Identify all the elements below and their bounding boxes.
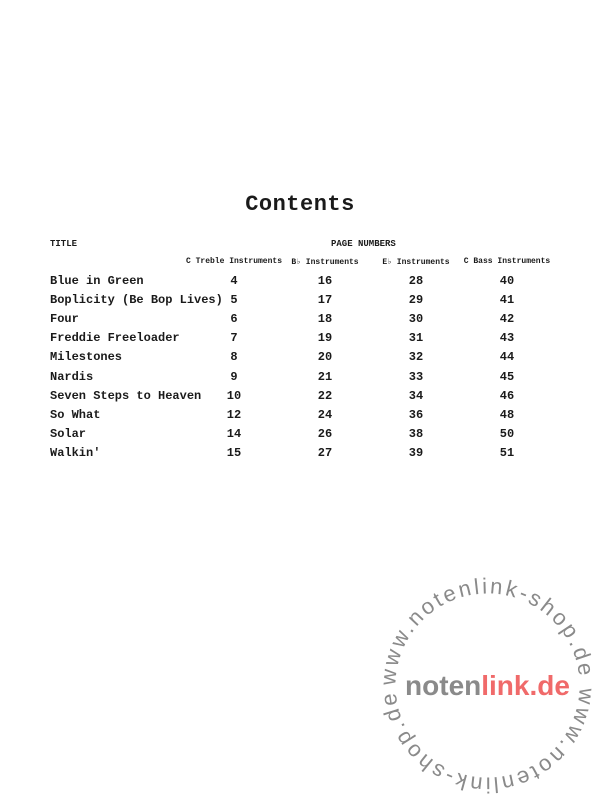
page-number: 40 [499, 274, 515, 288]
table-row: Milestones 8 20 32 44 [0, 350, 600, 369]
page-number: 20 [317, 350, 333, 365]
page-number: 7 [230, 331, 238, 346]
page-number: 33 [408, 369, 424, 384]
table-row: Boplicity (Be Bop Lives) 5 17 29 41 [0, 293, 600, 312]
table-row: Four 6 18 30 42 [0, 312, 600, 331]
song-title: Walkin' [50, 445, 101, 460]
page-number: 50 [499, 426, 515, 441]
page-number: 24 [317, 407, 333, 422]
column-header-c-treble: C Treble Instruments [185, 257, 282, 266]
page-number: 45 [499, 369, 515, 384]
song-title: Solar [50, 426, 87, 441]
page-numbers-header: PAGE NUMBERS [331, 239, 396, 249]
table-row: Freddie Freeloader 7 19 31 43 [0, 331, 600, 350]
song-title: Nardis [50, 369, 94, 384]
page-number: 51 [499, 445, 515, 460]
column-header-bb: B♭ Instruments [291, 258, 359, 267]
table-row: Nardis 9 21 33 45 [0, 370, 600, 389]
page-number: 27 [317, 445, 333, 460]
page-title: Contents [245, 192, 355, 217]
page-number: 9 [230, 369, 238, 384]
page-number: 4 [230, 274, 238, 288]
table-row: Solar 14 26 38 50 [0, 427, 600, 446]
page-number: 5 [230, 293, 238, 308]
page-number: 6 [230, 312, 238, 327]
page-number: 10 [226, 388, 242, 403]
page-number: 26 [317, 426, 333, 441]
page-number: 41 [499, 293, 515, 308]
page-number: 8 [230, 350, 238, 365]
page-number: 18 [317, 312, 333, 327]
table-row: So What 12 24 36 48 [0, 408, 600, 427]
page-number: 36 [408, 407, 424, 422]
column-header-eb: E♭ Instruments [382, 258, 450, 267]
page-number: 12 [226, 407, 242, 422]
song-title: Milestones [50, 350, 123, 365]
page-number: 34 [408, 388, 424, 403]
page-number: 29 [408, 293, 424, 308]
page-number: 14 [226, 426, 242, 441]
table-row: Blue in Green 4 16 28 40 [0, 274, 600, 293]
page-number: 39 [408, 445, 424, 460]
page-number: 46 [499, 388, 515, 403]
song-title: Freddie Freeloader [50, 331, 180, 346]
page-number: 16 [317, 274, 333, 288]
watermark-stamp: www.notenlink-shop.de www.notenlink-shop… [375, 573, 600, 797]
page-number: 48 [499, 407, 515, 422]
page-number: 42 [499, 312, 515, 327]
table-row: Walkin' 15 27 39 51 [0, 446, 600, 465]
song-title: Boplicity (Be Bop Lives) [50, 293, 223, 308]
song-title: So What [50, 407, 101, 422]
page-number: 44 [499, 350, 515, 365]
page-number: 32 [408, 350, 424, 365]
page-number: 15 [226, 445, 242, 460]
song-title: Seven Steps to Heaven [50, 388, 202, 403]
page-number: 28 [408, 274, 424, 288]
page-number: 17 [317, 293, 333, 308]
column-header-c-bass: C Bass Instruments [463, 257, 551, 266]
watermark-center-text: notenlink.de [405, 670, 570, 701]
table-row: Seven Steps to Heaven 10 22 34 46 [0, 389, 600, 408]
song-title: Four [50, 312, 79, 327]
page-number: 30 [408, 312, 424, 327]
page-number: 22 [317, 388, 333, 403]
page-number: 21 [317, 369, 333, 384]
page-number: 43 [499, 331, 515, 346]
page-number: 38 [408, 426, 424, 441]
page-number: 31 [408, 331, 424, 346]
page-number: 19 [317, 331, 333, 346]
title-column-header: TITLE [50, 239, 78, 249]
song-title: Blue in Green [50, 274, 144, 288]
